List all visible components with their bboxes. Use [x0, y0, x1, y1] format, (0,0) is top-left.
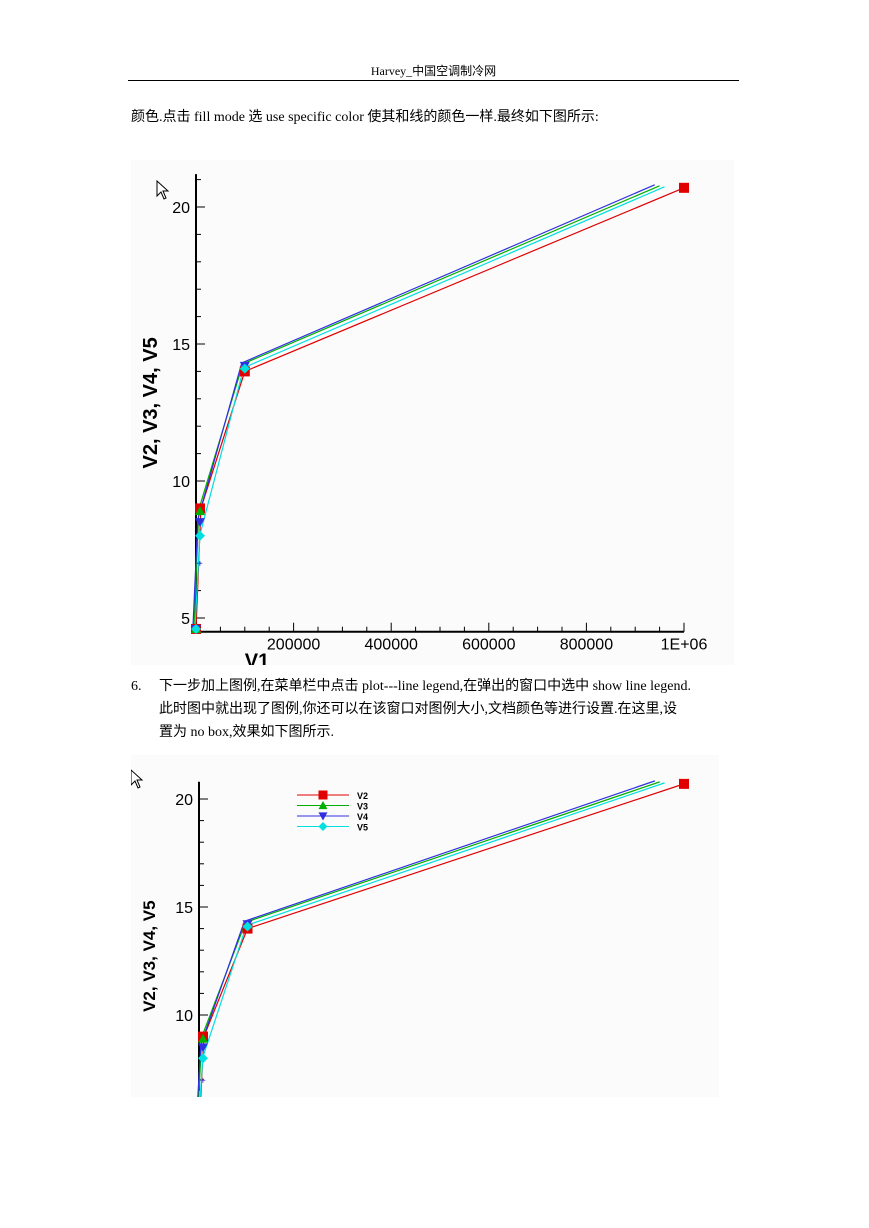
x-axis-title: V1 — [245, 651, 269, 665]
y-tick-label: 15 — [172, 337, 190, 354]
list-number: 6. — [131, 679, 142, 694]
series-line-v3 — [193, 185, 660, 627]
series-line-v2 — [200, 783, 685, 1099]
mouse-cursor-icon — [130, 768, 144, 789]
series-marker-v5 — [195, 530, 205, 541]
series-marker-v4 — [195, 518, 205, 528]
legend-label: V2 — [357, 791, 368, 801]
series-line-v2 — [195, 187, 685, 629]
series-marker-v3 — [195, 506, 205, 516]
y-axis-title: V2, V3, V4, V5 — [140, 900, 159, 1012]
series-marker-v4 — [198, 1043, 208, 1053]
series-marker-v5 — [191, 623, 201, 634]
legend-label: V5 — [357, 823, 368, 833]
chart-figure-1: 5 10 15 20 V2, V3, V4, V5 200000 400000 600000 8… — [131, 160, 734, 673]
chart-figure-2: 10 15 20 V2, V3, V4, V5 + V2 V3 V4 V5 — [130, 755, 719, 1099]
series-group: + — [191, 182, 689, 634]
legend-marker-v2 — [318, 790, 328, 800]
page-header: Harvey_中国空调制冷网 — [370, 64, 497, 78]
y-tick-label: 5 — [181, 611, 190, 628]
x-tick-label: 800000 — [560, 637, 613, 654]
legend-marker-v3 — [318, 801, 328, 810]
y-tick-label: 20 — [172, 200, 190, 217]
legend-label: V3 — [357, 802, 368, 812]
x-tick-label: 200000 — [267, 637, 320, 654]
paragraph-line: 置为 no box,效果如下图所示. — [159, 725, 334, 740]
legend-marker-v5 — [318, 822, 328, 831]
series-line-v4 — [192, 184, 655, 626]
series-line-v5 — [199, 782, 665, 1099]
y-axis-title: V2, V3, V4, V5 — [140, 337, 162, 468]
y-tick-label: 20 — [175, 792, 193, 809]
y-tick-label: 10 — [175, 1008, 193, 1025]
series-marker-v3 — [198, 1033, 208, 1043]
header-rule — [128, 80, 739, 81]
mouse-cursor-icon — [156, 179, 170, 200]
series-marker-v5 — [242, 921, 253, 932]
chart-1: 5 10 15 20 V2, V3, V4, V5 200000 400000 600000 8… — [140, 174, 708, 673]
paragraph-line: 此时图中就出现了图例,你还可以在该窗口对图例大小,文档颜色等进行设置.在这里,设 — [159, 702, 677, 717]
series-marker-v2 — [679, 182, 689, 193]
y-tick-label: 10 — [172, 474, 190, 491]
paragraph-line: 下一步加上图例,在菜单栏中点击 plot---line legend,在弹出的窗… — [159, 679, 691, 694]
y-tick-label: 15 — [175, 900, 193, 917]
paragraph-fill-mode: 颜色.点击 fill mode 选 use specific color 使其和… — [131, 110, 599, 125]
series-line-v5 — [194, 186, 665, 628]
legend-marker-v4 — [318, 812, 328, 821]
x-tick-label: 1E+06 — [661, 637, 708, 654]
series-marker-v5 — [239, 363, 250, 374]
x-tick-label: 600000 — [462, 637, 515, 654]
x-tick-label: 400000 — [365, 637, 418, 654]
series-marker-v5 — [198, 1053, 208, 1064]
series-marker-v2 — [679, 778, 689, 789]
series-line-v3 — [198, 781, 660, 1099]
series-line-v4 — [197, 780, 656, 1099]
series-marker-v4: + — [200, 1076, 206, 1087]
series-group: + — [197, 778, 689, 1099]
series-marker-v4: + — [197, 559, 203, 570]
legend-label: V4 — [357, 812, 368, 822]
